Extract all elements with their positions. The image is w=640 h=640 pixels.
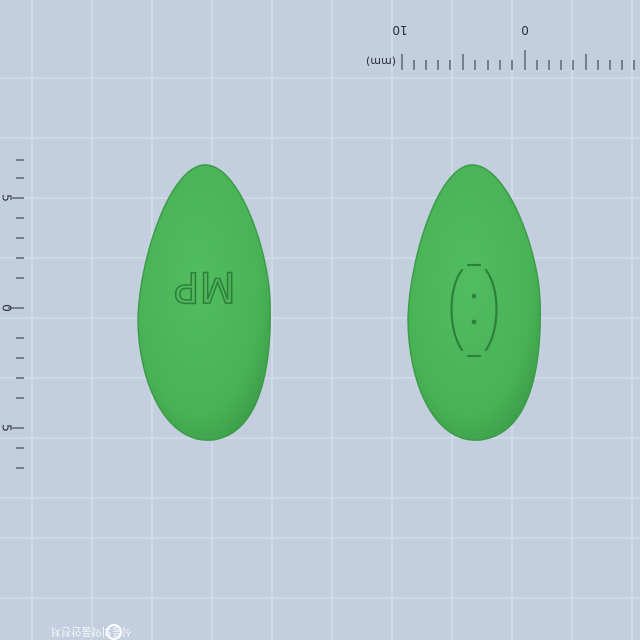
ruler-unit-label: (mm) — [366, 55, 396, 68]
watermark-logo-icon — [106, 624, 122, 640]
pill-front: MP — [137, 164, 271, 441]
pill-back-imprint-mark — [450, 263, 498, 358]
watermark-text: 식품의약품안전처 — [51, 625, 132, 638]
top-ruler-label-0: 0 — [521, 23, 529, 37]
left-ruler-label-zero: 0 — [0, 304, 14, 312]
pill-back — [407, 164, 541, 441]
left-ruler — [8, 159, 24, 469]
left-ruler-label-top: 5 — [0, 194, 14, 202]
top-ruler-label-10: 10 — [392, 23, 407, 37]
left-ruler-label-bottom: 5 — [0, 424, 14, 432]
top-ruler — [401, 50, 635, 70]
pill-front-imprint: MP — [174, 263, 236, 312]
